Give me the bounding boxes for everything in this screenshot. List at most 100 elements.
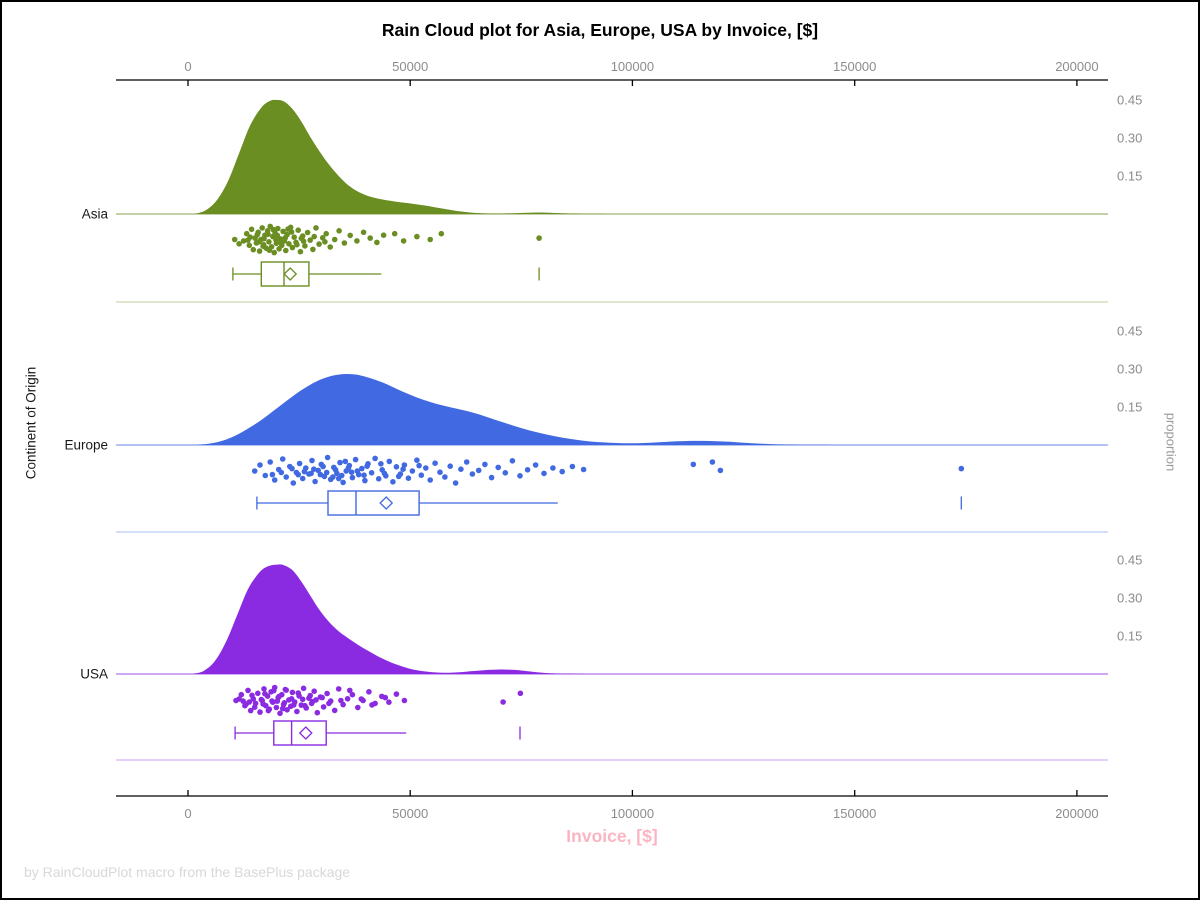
- scatter-point: [265, 231, 271, 238]
- scatter-point: [414, 457, 420, 464]
- scatter-point: [414, 233, 420, 240]
- scatter-point: [344, 696, 351, 702]
- scatter-point: [309, 457, 315, 464]
- scatter-point: [427, 477, 434, 483]
- scatter-point: [347, 232, 354, 239]
- scatter-point: [335, 475, 342, 482]
- category-label: USA: [80, 667, 108, 682]
- scatter-point: [295, 690, 302, 696]
- scatter-point: [310, 246, 316, 253]
- proportion-tick-label: 0.15: [1117, 400, 1142, 415]
- rain-points: [251, 454, 965, 486]
- scatter-point: [297, 248, 304, 255]
- scatter-point: [393, 464, 400, 470]
- scatter-point: [475, 467, 482, 474]
- scatter-point: [447, 463, 454, 470]
- scatter-point: [311, 466, 317, 473]
- scatter-point: [296, 460, 303, 467]
- scatter-point: [280, 228, 286, 235]
- scatter-point: [368, 470, 375, 476]
- axis-tick-label: 150000: [833, 806, 876, 821]
- scatter-point: [251, 704, 258, 710]
- scatter-point: [488, 474, 495, 481]
- scatter-point: [509, 458, 516, 464]
- proportion-tick-label: 0.30: [1117, 362, 1142, 377]
- density-area: [194, 99, 611, 214]
- axis-tick-label: 200000: [1055, 59, 1098, 74]
- scatter-point: [386, 699, 392, 705]
- scatter-point: [336, 228, 342, 234]
- scatter-point: [559, 468, 565, 475]
- scatter-point: [418, 472, 425, 479]
- mean-diamond: [298, 726, 313, 740]
- scatter-point: [251, 468, 258, 474]
- scatter-point: [331, 236, 338, 243]
- scatter-point: [372, 455, 378, 462]
- category-label: Asia: [82, 207, 109, 222]
- mean-diamond: [379, 496, 394, 510]
- scatter-point: [265, 707, 272, 714]
- scatter-point: [427, 236, 434, 243]
- scatter-point: [294, 241, 300, 248]
- scatter-point: [311, 688, 318, 694]
- scatter-point: [259, 225, 266, 231]
- scatter-point: [482, 461, 488, 468]
- scatter-point: [271, 687, 277, 694]
- scatter-point: [270, 226, 277, 233]
- scatter-point: [323, 469, 330, 476]
- scatter-point: [517, 690, 524, 697]
- scatter-point: [283, 687, 290, 693]
- scatter-point: [324, 454, 331, 461]
- scatter-point: [269, 698, 275, 704]
- scatter-point: [331, 707, 338, 714]
- scatter-point: [569, 463, 576, 470]
- scatter-point: [262, 472, 269, 479]
- scatter-point: [316, 241, 322, 247]
- scatter-point: [291, 702, 297, 708]
- scatter-point: [304, 229, 311, 236]
- scatter-point: [256, 239, 262, 245]
- scatter-point: [295, 227, 302, 233]
- scatter-point: [285, 226, 291, 232]
- scatter-point: [401, 462, 408, 468]
- scatter-point: [295, 471, 302, 478]
- scatter-point: [289, 465, 295, 472]
- scatter-point: [352, 456, 359, 463]
- scatter-point: [313, 697, 319, 703]
- rain-points: [231, 223, 542, 256]
- scatter-point: [364, 463, 370, 470]
- scatter-point: [362, 477, 368, 484]
- scatter-point: [311, 233, 318, 240]
- scatter-point: [541, 470, 547, 477]
- scatter-point: [536, 235, 542, 241]
- scatter-point: [288, 696, 295, 702]
- scatter-point: [302, 702, 308, 709]
- scatter-point: [278, 239, 285, 246]
- scatter-point: [300, 685, 307, 692]
- scatter-point: [299, 475, 306, 482]
- scatter-point: [437, 469, 443, 476]
- scatter-point: [274, 232, 281, 239]
- scatter-point: [382, 694, 389, 701]
- scatter-point: [386, 458, 393, 465]
- scatter-point: [279, 456, 286, 462]
- box-rect: [327, 490, 420, 516]
- scatter-point: [266, 247, 273, 253]
- scatter-point: [400, 238, 407, 244]
- scatter-point: [395, 473, 402, 480]
- scatter-point: [320, 463, 326, 470]
- scatter-point: [269, 471, 276, 478]
- scatter-point: [340, 479, 346, 486]
- scatter-point: [338, 697, 344, 704]
- scatter-point: [349, 691, 356, 698]
- scatter-point: [257, 709, 263, 715]
- axis-tick-label: 100000: [611, 806, 654, 821]
- scatter-point: [283, 247, 289, 254]
- scatter-point: [332, 467, 339, 473]
- mean-diamond: [283, 267, 298, 281]
- x-axis-bottom: 0 50000 100000 150000 200000: [116, 790, 1108, 821]
- proportion-tick-label: 0.45: [1117, 324, 1142, 339]
- scatter-point: [358, 696, 365, 702]
- scatter-point: [302, 243, 308, 249]
